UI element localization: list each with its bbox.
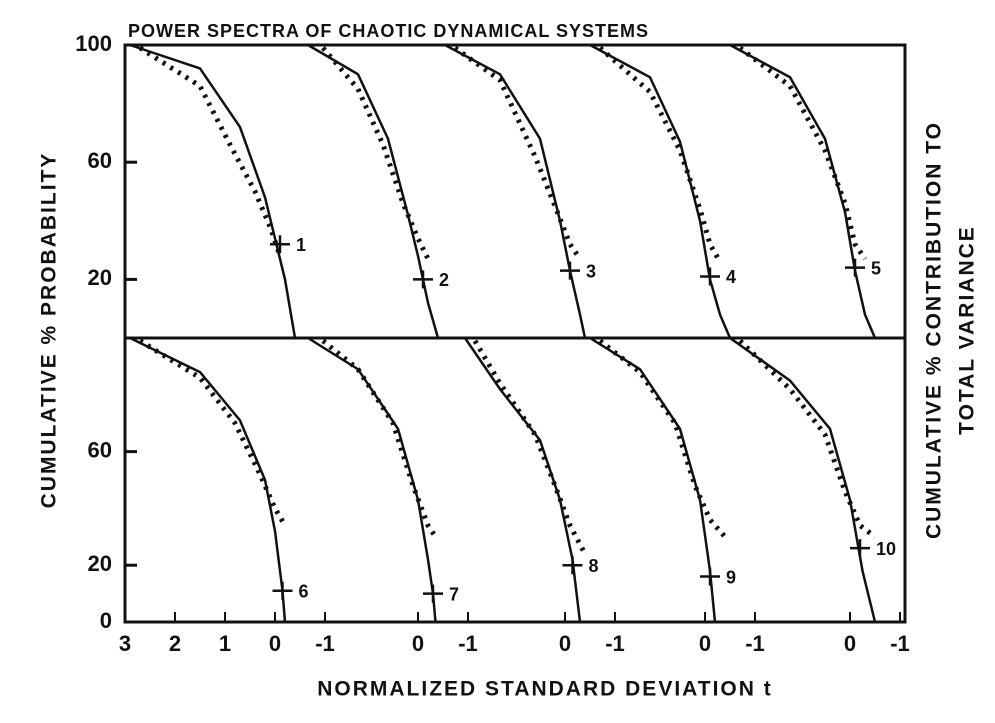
- x-tick-label: 0: [269, 631, 281, 656]
- cumulative-line: [729, 43, 877, 339]
- cross-marker: [413, 270, 433, 289]
- series-label: 1: [296, 235, 306, 255]
- y-tick-label: 60: [88, 437, 112, 462]
- contribution-dots: [138, 45, 283, 257]
- cross-marker: [562, 556, 583, 575]
- cross-marker: [272, 581, 293, 600]
- x-tick-label: 0: [699, 631, 711, 656]
- contribution-dots: [321, 338, 438, 539]
- cross-marker: [845, 258, 865, 277]
- cumulative-line: [307, 43, 440, 339]
- x-tick-label: -1: [458, 631, 478, 656]
- cross-marker: [700, 267, 720, 286]
- x-tick-label: 2: [169, 631, 181, 656]
- series-label: 8: [589, 556, 599, 576]
- x-tick-label: -1: [890, 631, 910, 656]
- chart-title: POWER SPECTRA OF CHAOTIC DYNAMICAL SYSTE…: [128, 21, 649, 41]
- cumulative-line: [444, 43, 587, 339]
- x-axis-label: NORMALIZED STANDARD DEVIATION t: [317, 678, 773, 701]
- y2-axis-label: CUMULATIVE % CONTRIBUTION TO: [923, 121, 946, 539]
- cumulative-line: [589, 336, 717, 623]
- series-label: 6: [299, 582, 309, 602]
- x-tick-label: -1: [745, 631, 765, 656]
- cross-marker: [270, 235, 290, 254]
- y-tick-label: 0: [100, 608, 112, 633]
- x-tick-label: 0: [412, 631, 424, 656]
- contribution-dots: [321, 46, 431, 260]
- contribution-dots: [738, 339, 877, 539]
- series-label: 10: [876, 539, 896, 559]
- x-tick-label: 1: [219, 631, 231, 656]
- y-tick-label: 20: [88, 551, 112, 576]
- cumulative-line: [729, 336, 877, 623]
- cumulative-line: [129, 43, 297, 339]
- series-label: 9: [726, 567, 736, 587]
- series-label: 2: [439, 270, 449, 290]
- contribution-dots: [598, 46, 723, 264]
- x-tick-label: -1: [605, 631, 625, 656]
- y-tick-label: 100: [75, 31, 112, 56]
- contribution-dots: [598, 338, 727, 539]
- y-axis-label: CUMULATIVE % PROBABILITY: [38, 152, 61, 509]
- contribution-dots: [738, 45, 868, 261]
- series-label: 5: [871, 258, 881, 278]
- x-tick-label: 0: [844, 631, 856, 656]
- x-tick-label: -1: [315, 631, 335, 656]
- y2-axis-label: TOTAL VARIANCE: [956, 225, 979, 435]
- x-tick-label: 3: [119, 631, 131, 656]
- contribution-dots: [453, 45, 583, 261]
- contribution-dots: [138, 338, 288, 527]
- x-tick-label: 0: [559, 631, 571, 656]
- contribution-dots: [472, 339, 588, 556]
- cross-marker: [560, 261, 580, 280]
- cross-marker: [700, 567, 720, 586]
- cumulative-line: [463, 337, 582, 623]
- cumulative-line: [307, 336, 437, 623]
- series-label: 3: [586, 261, 596, 281]
- y-tick-label: 20: [88, 265, 112, 290]
- y-tick-label: 60: [88, 148, 112, 173]
- cumulative-line: [589, 43, 732, 339]
- plot-frame: [123, 43, 907, 624]
- series-label: 7: [449, 584, 459, 604]
- cross-marker: [423, 584, 443, 603]
- cross-marker: [850, 539, 870, 558]
- series-label: 4: [726, 267, 736, 287]
